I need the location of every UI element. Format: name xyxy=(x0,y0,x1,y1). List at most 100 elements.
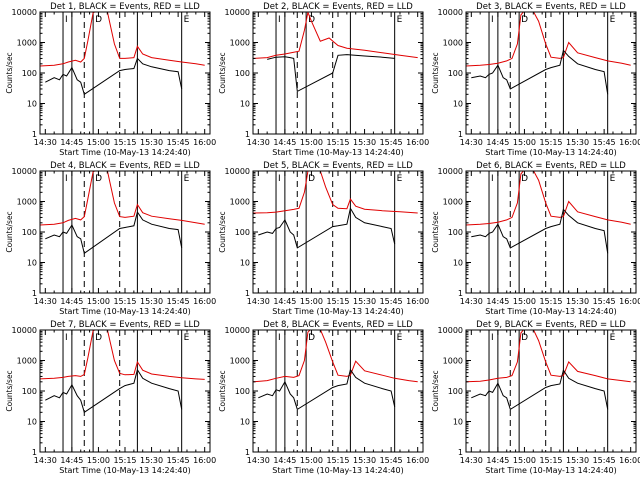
x-tick-label: 15:30 xyxy=(353,297,376,306)
marker-label: E xyxy=(397,333,403,343)
x-tick-label: 14:45 xyxy=(486,138,509,147)
panel-title: Det 2, BLACK = Events, RED = LLD xyxy=(263,2,413,12)
y-tick-label: 10000 xyxy=(225,167,250,176)
panel-det-3: I D E 1 10 100 1000 10000 14:30 14:45 15:00 15:15 15… xyxy=(431,2,640,157)
y-tick-label: 100 xyxy=(22,228,37,237)
y-tick-label: 1000 xyxy=(17,39,37,48)
series-lld xyxy=(253,12,418,59)
x-axis-label: Start Time (10-May-13 14:24:40) xyxy=(485,466,616,475)
y-axis-label: Counts/sec xyxy=(5,211,14,252)
marker-label: D xyxy=(308,333,315,343)
plot-frame xyxy=(39,329,211,453)
x-tick-label: 16:00 xyxy=(619,138,640,147)
marker-label: D xyxy=(521,15,528,25)
x-tick-label: 15:30 xyxy=(566,297,589,306)
series-lld xyxy=(40,12,205,67)
x-tick-label: 16:00 xyxy=(406,456,429,465)
marker-label: E xyxy=(184,15,190,25)
marker-label: I xyxy=(278,333,281,343)
y-tick-label: 100 xyxy=(235,387,250,396)
plot-frame xyxy=(465,329,637,453)
x-axis-label: Start Time (10-May-13 14:24:40) xyxy=(272,466,403,475)
x-axis-label: Start Time (10-May-13 14:24:40) xyxy=(272,307,403,316)
marker-label: I xyxy=(65,15,68,25)
marker-label: D xyxy=(521,174,528,184)
x-tick-label: 15:15 xyxy=(539,297,562,306)
x-tick-label: 15:45 xyxy=(167,297,190,306)
series-events xyxy=(45,368,183,414)
y-tick-label: 100 xyxy=(448,69,463,78)
y-tick-label: 10000 xyxy=(438,8,463,17)
y-tick-label: 1 xyxy=(32,289,37,298)
x-tick-label: 15:00 xyxy=(300,138,323,147)
panel-title: Det 3, BLACK = Events, RED = LLD xyxy=(476,2,626,12)
x-tick-label: 14:30 xyxy=(460,297,483,306)
x-tick-label: 14:30 xyxy=(34,138,57,147)
series-events xyxy=(471,49,609,95)
plot-frame xyxy=(39,170,211,294)
x-tick-label: 15:15 xyxy=(539,456,562,465)
x-axis-label: Start Time (10-May-13 14:24:40) xyxy=(59,148,190,157)
y-axis-label: Counts/sec xyxy=(218,52,227,93)
series-lld xyxy=(40,171,205,226)
x-tick-label: 15:45 xyxy=(593,138,616,147)
y-tick-label: 100 xyxy=(235,69,250,78)
series-events xyxy=(471,368,609,411)
y-tick-label: 1000 xyxy=(443,357,463,366)
x-tick-label: 15:15 xyxy=(326,456,349,465)
y-tick-label: 10 xyxy=(27,100,37,109)
x-tick-label: 14:30 xyxy=(247,456,270,465)
x-tick-label: 14:30 xyxy=(247,138,270,147)
y-axis-label: Counts/sec xyxy=(218,370,227,411)
x-tick-label: 15:30 xyxy=(140,456,163,465)
y-tick-label: 10 xyxy=(453,259,463,268)
marker-label: E xyxy=(184,333,190,343)
x-axis-label: Start Time (10-May-13 14:24:40) xyxy=(59,307,190,316)
y-tick-label: 10000 xyxy=(225,326,250,335)
x-tick-label: 15:00 xyxy=(300,456,323,465)
x-tick-label: 16:00 xyxy=(193,138,216,147)
y-tick-label: 10 xyxy=(27,259,37,268)
x-axis-label: Start Time (10-May-13 14:24:40) xyxy=(59,466,190,475)
y-tick-label: 10000 xyxy=(225,8,250,17)
series-lld xyxy=(466,12,631,67)
x-tick-label: 15:00 xyxy=(513,297,536,306)
x-tick-label: 15:45 xyxy=(593,456,616,465)
y-tick-label: 1000 xyxy=(443,39,463,48)
x-tick-label: 16:00 xyxy=(619,456,640,465)
x-tick-label: 15:45 xyxy=(593,297,616,306)
y-tick-label: 10 xyxy=(27,418,37,427)
x-tick-label: 14:45 xyxy=(486,297,509,306)
x-tick-label: 15:15 xyxy=(113,138,136,147)
x-tick-label: 14:30 xyxy=(460,138,483,147)
y-tick-label: 1 xyxy=(245,448,250,457)
y-tick-label: 1000 xyxy=(230,198,250,207)
y-tick-label: 10000 xyxy=(438,326,463,335)
panel-det-9: I D E 1 10 100 1000 10000 14:30 14:45 15:00 15:15 15… xyxy=(431,320,640,475)
series-events xyxy=(45,57,183,96)
series-lld xyxy=(253,330,418,383)
series-lld xyxy=(466,330,631,383)
series-events xyxy=(45,210,183,255)
x-tick-label: 14:45 xyxy=(486,456,509,465)
x-tick-label: 15:00 xyxy=(87,138,110,147)
x-axis-label: Start Time (10-May-13 14:24:40) xyxy=(485,148,616,157)
x-tick-label: 15:15 xyxy=(113,297,136,306)
x-tick-label: 15:45 xyxy=(167,456,190,465)
y-tick-label: 10 xyxy=(453,418,463,427)
marker-label: I xyxy=(278,15,281,25)
plot-frame xyxy=(39,11,211,135)
y-tick-label: 10000 xyxy=(12,8,37,17)
marker-label: D xyxy=(95,333,102,343)
x-tick-label: 16:00 xyxy=(406,138,429,147)
x-tick-label: 16:00 xyxy=(193,297,216,306)
marker-label: I xyxy=(65,333,68,343)
y-axis-label: Counts/sec xyxy=(218,211,227,252)
x-tick-label: 15:00 xyxy=(300,297,323,306)
x-tick-label: 14:45 xyxy=(60,138,83,147)
y-tick-label: 1000 xyxy=(443,198,463,207)
y-tick-label: 1000 xyxy=(230,39,250,48)
plot-frame xyxy=(252,170,424,294)
x-tick-label: 15:30 xyxy=(353,138,376,147)
y-axis-label: Counts/sec xyxy=(431,370,440,411)
